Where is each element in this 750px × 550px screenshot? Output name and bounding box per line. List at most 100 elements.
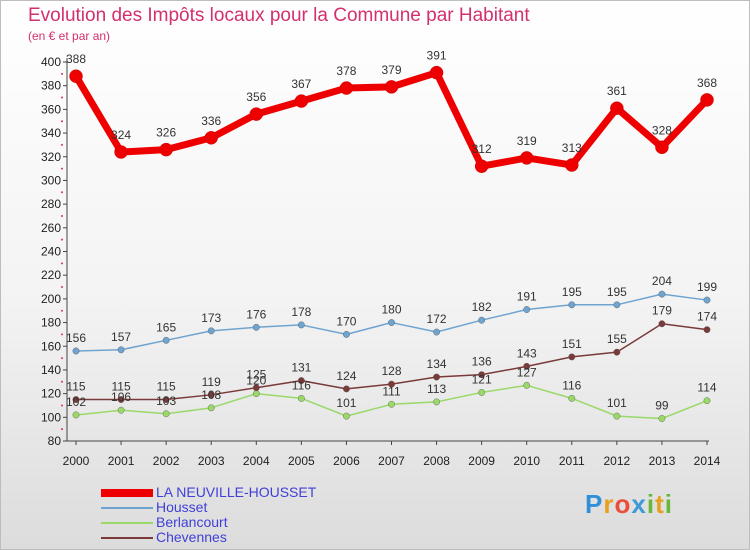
data-point-housset [343, 331, 350, 338]
data-point-berlancourt [613, 412, 621, 420]
legend-swatch [101, 489, 153, 497]
data-label-la-neuville-housset: 378 [336, 64, 356, 78]
data-label-la-neuville-housset: 368 [697, 76, 717, 90]
data-label-berlancourt: 102 [66, 395, 86, 409]
data-label-housset: 165 [156, 320, 176, 334]
data-label-berlancourt: 108 [201, 388, 221, 402]
data-label-housset: 156 [66, 331, 86, 345]
data-point-la-neuville-housset [565, 158, 579, 172]
y-minor-tick [61, 167, 63, 170]
data-label-housset: 191 [517, 290, 537, 304]
data-point-chevennes [252, 384, 260, 392]
x-tick-label: 2000 [63, 454, 90, 468]
data-point-la-neuville-housset [610, 101, 624, 115]
data-point-chevennes [613, 348, 621, 356]
data-point-berlancourt [523, 381, 531, 389]
x-tick-label: 2008 [423, 454, 450, 468]
data-point-chevennes [343, 385, 350, 393]
data-point-la-neuville-housset [655, 140, 669, 155]
data-point-chevennes [297, 377, 305, 384]
data-label-berlancourt: 106 [111, 390, 131, 404]
data-label-housset: 173 [201, 311, 221, 325]
y-tick-label: 200 [41, 292, 61, 306]
y-minor-tick [61, 380, 63, 383]
data-point-chevennes [568, 353, 576, 361]
y-minor-tick [61, 286, 63, 289]
data-label-chevennes: 134 [427, 357, 447, 371]
x-tick-label: 2013 [649, 454, 676, 468]
data-label-chevennes: 115 [66, 380, 85, 394]
data-label-la-neuville-housset: 388 [66, 52, 86, 66]
y-minor-tick [61, 262, 63, 265]
data-point-berlancourt [388, 400, 395, 408]
y-minor-tick [61, 333, 63, 336]
data-point-chevennes [433, 373, 440, 381]
x-tick-label: 2003 [198, 454, 225, 468]
y-minor-tick [61, 120, 63, 123]
data-point-berlancourt [343, 412, 350, 420]
data-label-chevennes: 125 [246, 368, 266, 382]
data-label-berlancourt: 127 [517, 365, 537, 379]
data-point-berlancourt [703, 397, 711, 405]
data-point-housset [703, 296, 711, 304]
data-point-housset [252, 323, 260, 331]
data-label-la-neuville-housset: 312 [472, 142, 492, 156]
y-tick-label: 100 [41, 410, 61, 424]
data-label-la-neuville-housset: 356 [246, 90, 266, 104]
y-minor-tick [61, 191, 63, 194]
y-tick-label: 260 [41, 221, 61, 235]
data-label-housset: 180 [381, 303, 401, 317]
chart-subtitle: (en € et par an) [28, 29, 111, 43]
data-point-chevennes [117, 396, 125, 403]
data-label-berlancourt: 114 [697, 381, 716, 395]
data-label-la-neuville-housset: 379 [381, 63, 401, 77]
data-point-berlancourt [568, 394, 576, 402]
data-point-housset [297, 321, 305, 329]
legend-swatch [101, 537, 153, 539]
x-tick-label: 2001 [108, 454, 135, 468]
data-point-chevennes [658, 320, 666, 328]
y-tick-label: 220 [41, 268, 61, 282]
data-label-chevennes: 119 [202, 375, 221, 389]
data-point-la-neuville-housset [429, 65, 444, 80]
x-tick-label: 2007 [378, 454, 405, 468]
data-label-berlancourt: 116 [292, 378, 311, 392]
y-tick-label: 160 [41, 339, 61, 353]
data-label-berlancourt: 101 [607, 396, 627, 410]
data-label-chevennes: 124 [336, 369, 356, 383]
data-point-housset [613, 301, 621, 309]
x-tick-label: 2006 [333, 454, 360, 468]
data-label-housset: 157 [111, 330, 131, 344]
y-minor-tick [61, 404, 63, 407]
proxiti-logo: Proxiti [585, 489, 673, 519]
legend-label: Berlancourt [156, 514, 228, 530]
data-label-housset: 195 [562, 285, 582, 299]
data-label-la-neuville-housset: 326 [156, 126, 176, 140]
series-layer [69, 65, 714, 422]
data-label-la-neuville-housset: 319 [517, 134, 537, 148]
data-label-housset: 195 [607, 285, 627, 299]
data-point-chevennes [207, 391, 215, 399]
data-point-berlancourt [658, 415, 666, 422]
data-label-la-neuville-housset: 367 [291, 77, 311, 91]
data-point-housset [478, 316, 486, 324]
data-point-housset [72, 347, 80, 355]
y-tick-label: 300 [41, 173, 61, 187]
data-label-berlancourt: 101 [336, 396, 356, 410]
x-tick-label: 2002 [153, 454, 180, 468]
legend-label: Housset [156, 499, 208, 515]
data-point-berlancourt [117, 406, 125, 414]
data-label-la-neuville-housset: 328 [652, 123, 672, 137]
data-label-chevennes: 174 [697, 310, 717, 324]
legend-label: LA NEUVILLE-HOUSSET [156, 484, 317, 500]
data-point-housset [388, 319, 395, 326]
data-point-chevennes [478, 371, 486, 379]
data-point-la-neuville-housset [114, 145, 128, 159]
data-point-housset [568, 301, 576, 309]
y-tick-label: 80 [48, 434, 62, 448]
axes: 80 100 120 140 160 180 200 220 240 260 280 300 320 34… [41, 55, 721, 468]
data-label-chevennes: 128 [381, 364, 401, 378]
data-point-la-neuville-housset [384, 80, 399, 94]
y-tick-label: 180 [41, 316, 61, 330]
data-point-berlancourt [162, 410, 170, 418]
